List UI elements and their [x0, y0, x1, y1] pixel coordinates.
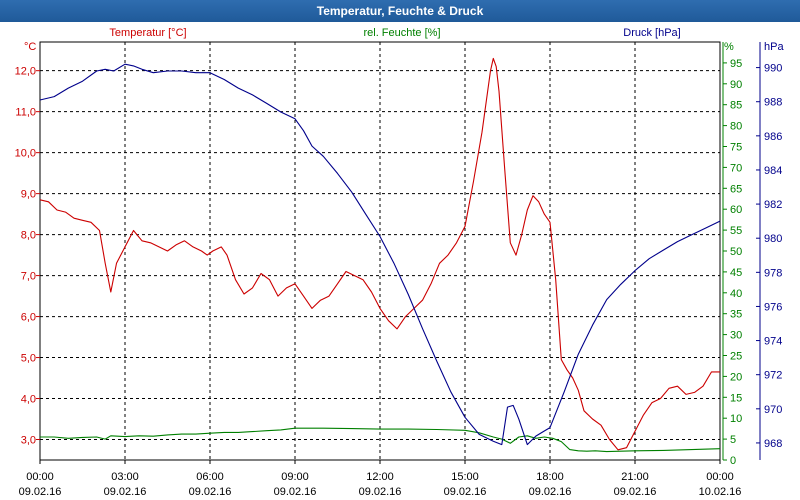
humidity-tick-label: 65	[730, 183, 742, 195]
humidity-tick-label: 95	[730, 58, 742, 70]
x-tick-label-date: 09.02.16	[444, 486, 487, 498]
pressure-tick-label: 984	[764, 165, 782, 177]
pressure-tick-label: 990	[764, 63, 782, 75]
pressure-tick-label: 978	[764, 267, 782, 279]
temperature-tick-label: 8,0	[21, 230, 36, 242]
x-tick-label-date: 09.02.16	[359, 486, 402, 498]
legend-pressure: Druck [hPa]	[623, 27, 680, 39]
pressure-tick-label: 968	[764, 438, 782, 450]
temperature-tick-label: 11,0	[15, 107, 36, 119]
pressure-tick-label: 970	[764, 404, 782, 416]
x-tick-label-time: 03:00	[111, 471, 139, 483]
x-tick-label-date: 10.02.16	[699, 486, 742, 498]
temperature-tick-label: 9,0	[21, 189, 36, 201]
x-tick-label-time: 06:00	[196, 471, 224, 483]
humidity-tick-label: 10	[730, 413, 742, 425]
pressure-tick-label: 988	[764, 97, 782, 109]
pressure-tick-label: 976	[764, 301, 782, 313]
temperature-tick-label: 12,0	[15, 66, 36, 78]
x-tick-label-date: 09.02.16	[189, 486, 232, 498]
pressure-tick-label: 982	[764, 199, 782, 211]
humidity-tick-label: 85	[730, 100, 742, 112]
pressure-tick-label: 974	[764, 336, 782, 348]
humidity-tick-label: 90	[730, 79, 742, 91]
temperature-tick-label: 5,0	[21, 353, 36, 365]
humidity-tick-label: 5	[730, 434, 736, 446]
temperature-line	[39, 57, 720, 451]
x-tick-label-date: 09.02.16	[529, 486, 572, 498]
legend-temperature: Temperatur [°C]	[109, 27, 186, 39]
temperature-tick-label: 10,0	[15, 148, 36, 160]
pressure-tick-label: 986	[764, 131, 782, 143]
legend-humidity: rel. Feuchte [%]	[363, 27, 440, 39]
pressure-unit-label: hPa	[764, 41, 784, 53]
humidity-tick-label: 0	[730, 455, 736, 467]
humidity-tick-label: 25	[730, 351, 742, 363]
humidity-tick-label: 30	[730, 330, 742, 342]
humidity-tick-label: 45	[730, 267, 742, 279]
x-tick-label-date: 09.02.16	[614, 486, 657, 498]
x-tick-label-time: 21:00	[621, 471, 649, 483]
temperature-tick-label: 6,0	[21, 312, 36, 324]
humidity-tick-label: 70	[730, 162, 742, 174]
pressure-tick-label: 972	[764, 370, 782, 382]
humidity-line	[40, 427, 721, 453]
x-tick-label-time: 18:00	[536, 471, 564, 483]
humidity-tick-label: 55	[730, 225, 742, 237]
x-tick-label-time: 00:00	[706, 471, 734, 483]
temperature-tick-label: 7,0	[21, 271, 36, 283]
temperature-tick-label: 4,0	[21, 394, 36, 406]
x-tick-label-date: 09.02.16	[274, 486, 317, 498]
x-tick-label-time: 12:00	[366, 471, 394, 483]
humidity-tick-label: 50	[730, 246, 742, 258]
humidity-tick-label: 75	[730, 142, 742, 154]
humidity-tick-label: 80	[730, 121, 742, 133]
pressure-tick-label: 980	[764, 233, 782, 245]
x-tick-label-time: 09:00	[281, 471, 309, 483]
x-tick-label-time: 00:00	[26, 471, 54, 483]
humidity-tick-label: 20	[730, 371, 742, 383]
pressure-line	[39, 63, 721, 446]
temperature-unit-label: °C	[24, 41, 36, 53]
x-tick-label-time: 15:00	[451, 471, 479, 483]
temperature-tick-label: 3,0	[21, 435, 36, 447]
x-tick-label-date: 09.02.16	[104, 486, 147, 498]
humidity-tick-label: 60	[730, 204, 742, 216]
humidity-unit-label: %	[724, 41, 734, 53]
chart-title: Temperatur, Feuchte & Druck	[0, 0, 800, 22]
humidity-tick-label: 35	[730, 309, 742, 321]
x-tick-label-date: 09.02.16	[19, 486, 62, 498]
humidity-tick-label: 40	[730, 288, 742, 300]
humidity-tick-label: 15	[730, 392, 742, 404]
